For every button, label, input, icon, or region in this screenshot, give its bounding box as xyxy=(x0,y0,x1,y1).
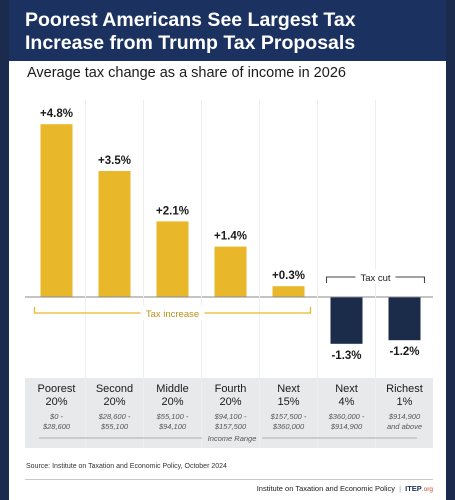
data-label: +0.3% xyxy=(272,270,305,282)
chart-subtitle: Average tax change as a share of income … xyxy=(27,65,346,81)
income-range-label: $914,900 xyxy=(330,422,363,431)
income-range-label: and above xyxy=(387,422,422,431)
bracket-label-backing xyxy=(140,306,205,320)
source-note: Source: Institute on Taxation and Econom… xyxy=(26,463,227,470)
data-label: +3.5% xyxy=(98,155,131,167)
category-label: Middle xyxy=(156,383,188,395)
category-label: 20% xyxy=(161,396,183,408)
chart-title: Poorest Americans See Largest Tax Increa… xyxy=(25,9,356,54)
income-range-label: $0 - xyxy=(49,412,63,421)
category-label-band xyxy=(25,378,433,448)
data-label: +2.1% xyxy=(156,205,189,217)
bar xyxy=(330,297,363,344)
income-range-label: $914,900 xyxy=(388,412,421,421)
income-range-label: $55,100 - xyxy=(156,412,189,421)
bar xyxy=(214,246,247,297)
income-range-label: $28,600 xyxy=(42,422,71,431)
category-label: Next xyxy=(335,383,358,395)
brand-suffix: .org xyxy=(421,486,433,493)
income-range-label: $55,100 xyxy=(100,422,129,431)
data-label: -1.3% xyxy=(331,350,361,362)
income-range-label: $94,100 xyxy=(158,422,187,431)
itep-logo: ITEP.org xyxy=(405,484,433,493)
bar xyxy=(156,221,189,297)
income-range-label: $94,100 - xyxy=(214,412,247,421)
bracket-label-backing xyxy=(355,270,396,284)
data-label: +4.8% xyxy=(40,108,73,120)
footer-divider xyxy=(25,479,433,480)
data-label: -1.2% xyxy=(389,346,419,358)
bar xyxy=(40,124,73,297)
income-range-label: $360,000 xyxy=(272,422,305,431)
income-range-label: $28,600 - xyxy=(98,412,131,421)
category-label: Fourth xyxy=(215,383,247,395)
category-label: Richest xyxy=(386,383,423,395)
category-label: 1% xyxy=(397,396,413,408)
tax-cut-label: Tax cut xyxy=(360,273,390,284)
publisher-credit: Institute on Taxation and Economic Polic… xyxy=(257,484,433,493)
category-label: 20% xyxy=(45,396,67,408)
income-range-label: $360,000 - xyxy=(328,412,365,421)
category-label: Second xyxy=(96,383,133,395)
category-label: 15% xyxy=(277,396,299,408)
data-label: +1.4% xyxy=(214,231,247,243)
publisher-name: Institute on Taxation and Economic Polic… xyxy=(256,484,395,493)
bar-chart: +4.8% +3.5% +2.1% +1.4% +0.3% -1.3% -1.2% Tax i… xyxy=(25,100,433,448)
income-range-caption: Income Range xyxy=(208,434,257,443)
category-label: 20% xyxy=(219,396,241,408)
category-label: Next xyxy=(277,383,300,395)
income-range-label: $157,500 - xyxy=(270,412,307,421)
bar xyxy=(98,171,131,297)
bar xyxy=(272,286,305,297)
category-label: Poorest xyxy=(38,383,76,395)
tax-increase-label: Tax increase xyxy=(146,309,199,320)
chart-card: Poorest Americans See Largest Tax Increa… xyxy=(9,0,446,500)
category-label: 20% xyxy=(103,396,125,408)
category-label: 4% xyxy=(339,396,355,408)
title-banner: Poorest Americans See Largest Tax Increa… xyxy=(9,0,446,61)
publisher-separator: | xyxy=(399,484,402,493)
bar xyxy=(388,297,421,341)
income-range-label: $157,500 xyxy=(214,422,247,431)
brand-name: ITEP xyxy=(405,484,422,493)
